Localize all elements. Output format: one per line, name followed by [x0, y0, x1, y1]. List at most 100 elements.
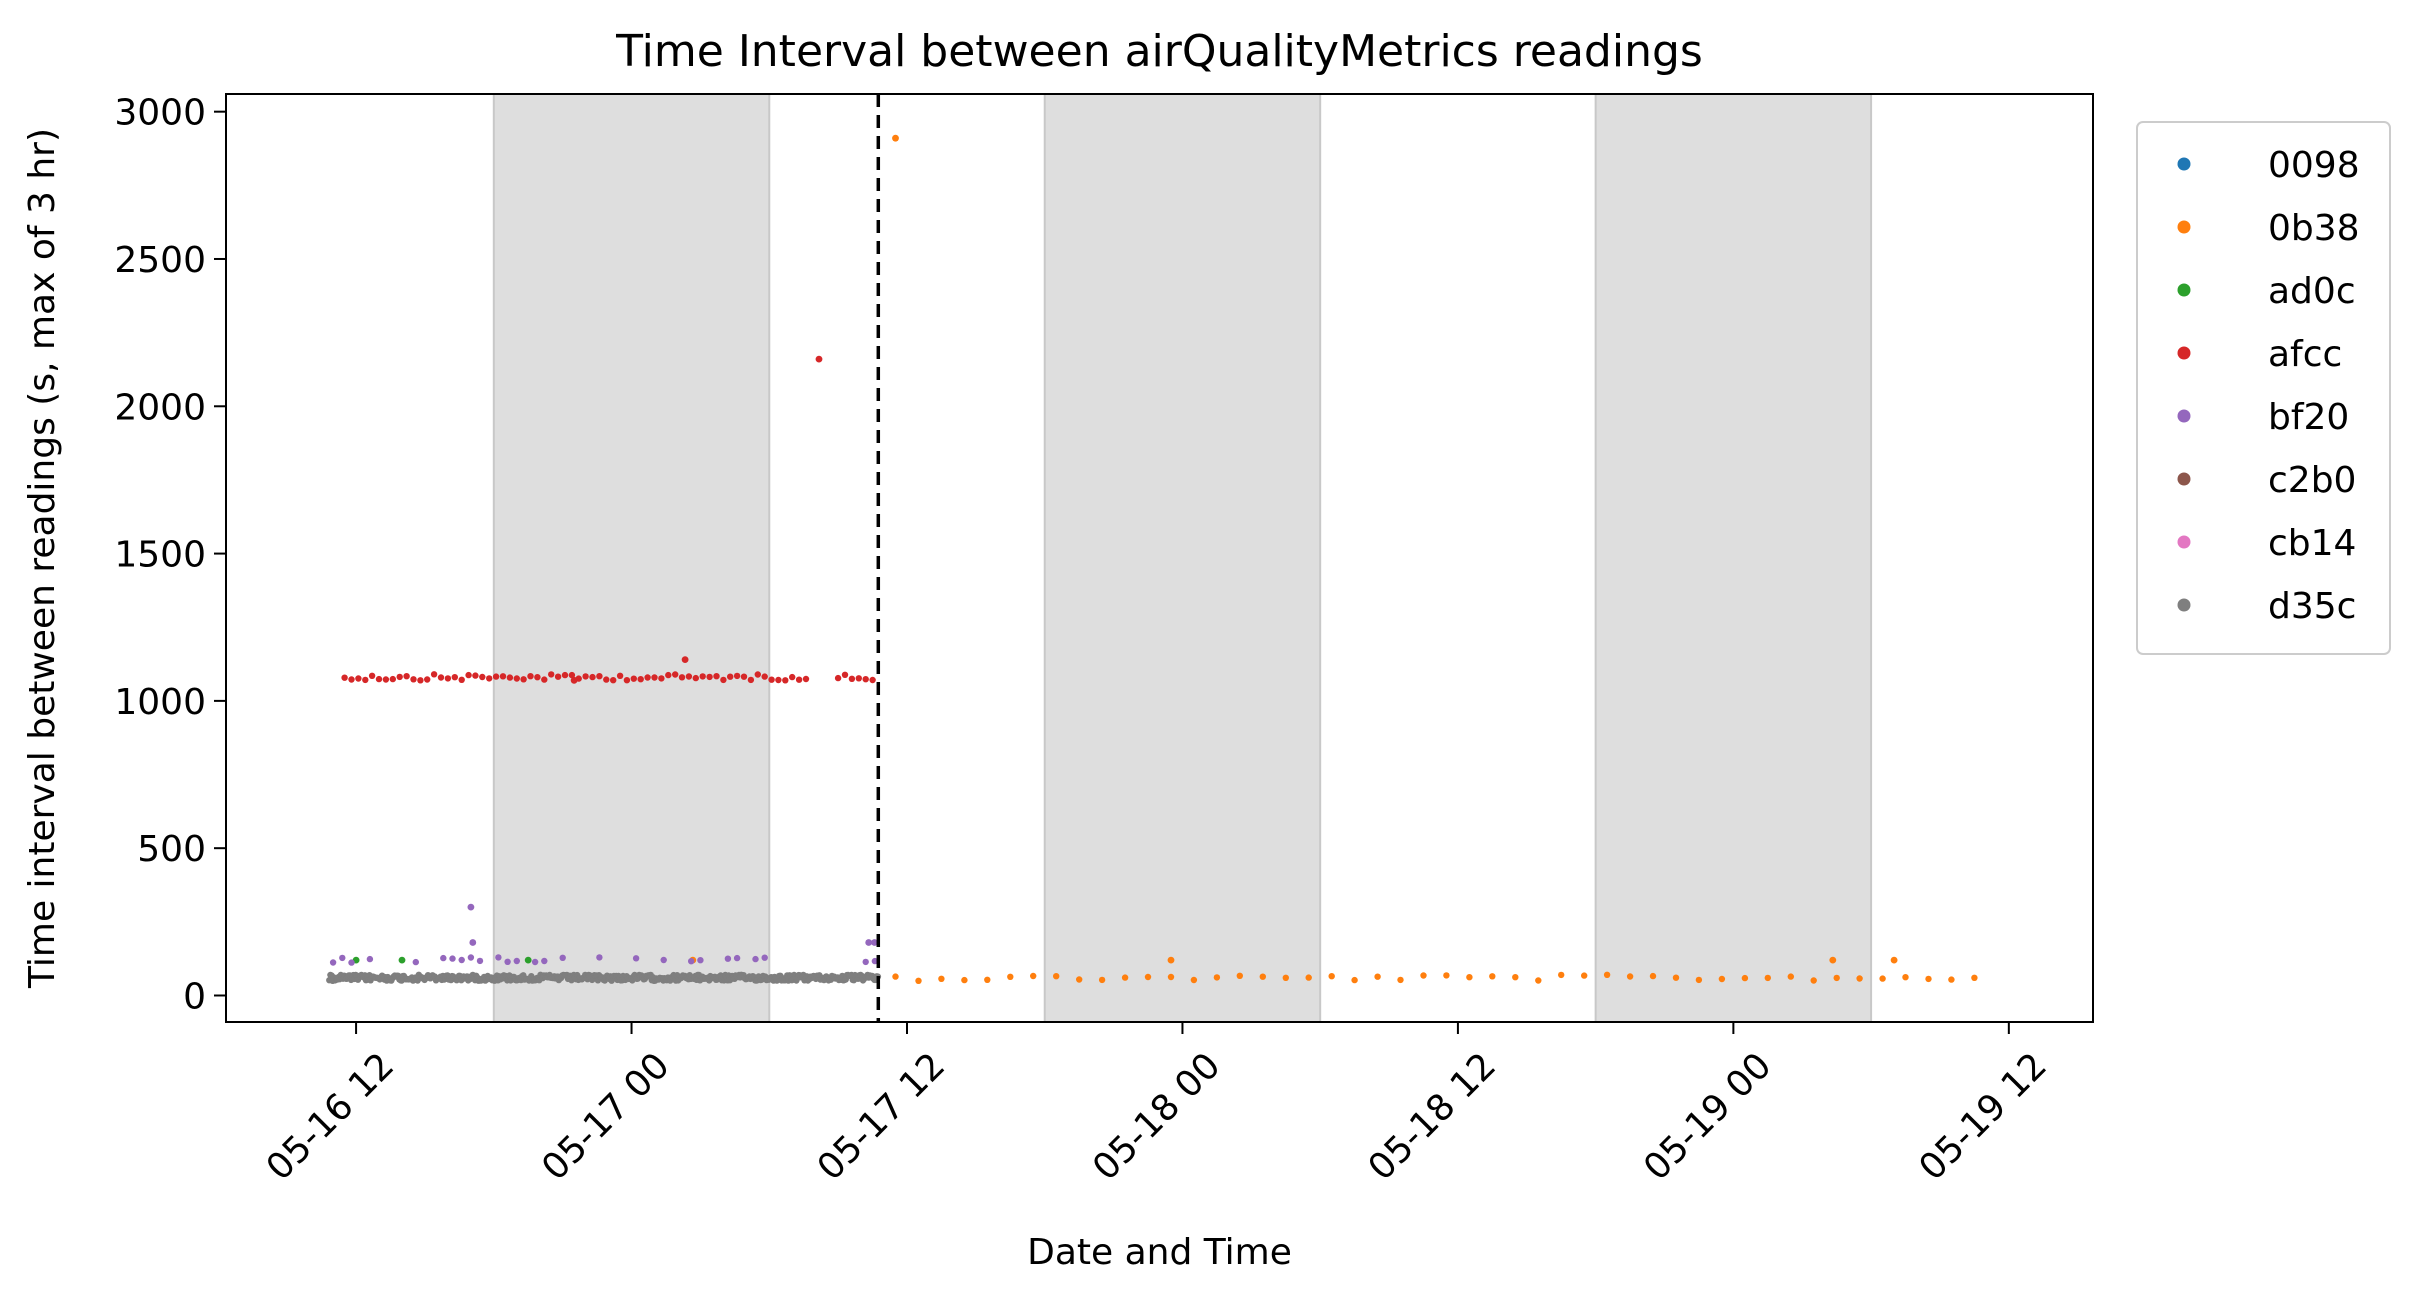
series-afcc [341, 355, 876, 684]
point [665, 671, 672, 679]
point [596, 954, 603, 961]
point [1512, 974, 1519, 981]
point [520, 676, 527, 683]
point [467, 954, 475, 961]
point [1167, 973, 1175, 981]
point [554, 673, 562, 680]
point [699, 673, 706, 680]
point [892, 134, 899, 142]
point [541, 676, 548, 683]
point [492, 673, 500, 680]
point [706, 673, 713, 681]
point [1833, 974, 1840, 982]
point [561, 671, 569, 679]
point [568, 671, 576, 679]
point [692, 674, 699, 682]
point [531, 958, 539, 966]
x-axis-label: Date and Time [1027, 1232, 1292, 1273]
point [1603, 971, 1611, 978]
legend-marker-cb14 [2177, 535, 2191, 549]
point [678, 674, 686, 681]
point [1810, 977, 1817, 984]
point [1466, 974, 1473, 981]
point [1649, 972, 1657, 980]
point [1741, 974, 1749, 982]
point [720, 676, 727, 684]
point [644, 674, 651, 681]
point [747, 676, 755, 684]
y-tick-label: 2500 [114, 240, 206, 281]
point [752, 955, 759, 963]
point [396, 673, 403, 681]
point [382, 676, 390, 683]
y-axis-ticks: 0 500 1000 1500 2000 2500 3000 [114, 93, 226, 1017]
point [637, 676, 644, 683]
point [961, 976, 968, 984]
legend-label-c2b0: c2b0 [2268, 460, 2356, 501]
point [410, 676, 417, 683]
point [398, 956, 406, 964]
y-tick-label: 2000 [114, 387, 206, 428]
legend-label-0b38: 0b38 [2268, 208, 2360, 249]
point [761, 673, 768, 680]
point [869, 676, 876, 684]
point [1443, 972, 1450, 979]
legend-label-0098: 0098 [2268, 145, 2360, 186]
chart-title: Time Interval between airQualityMetrics … [615, 26, 1703, 77]
legend-marker-afcc [2177, 346, 2191, 360]
point [1397, 976, 1404, 984]
y-tick-label: 0 [183, 976, 206, 1017]
point [1144, 973, 1152, 981]
legend-marker-0098 [2177, 157, 2191, 171]
point [841, 671, 849, 678]
point [651, 674, 658, 681]
point [486, 675, 493, 682]
point [527, 673, 534, 680]
series-d35c [326, 971, 882, 984]
point [472, 672, 479, 679]
point [596, 673, 603, 680]
point [341, 674, 348, 681]
point [915, 977, 922, 984]
point [430, 671, 438, 678]
point [1718, 975, 1726, 983]
y-tick-label: 1500 [114, 535, 206, 576]
point [589, 673, 596, 681]
point [1879, 975, 1886, 982]
point [795, 676, 803, 683]
point [440, 954, 447, 962]
point [499, 673, 507, 680]
point [782, 677, 789, 684]
point [1098, 976, 1106, 984]
point [1971, 974, 1978, 981]
point [355, 675, 362, 682]
point [672, 671, 679, 678]
point [339, 954, 346, 962]
point [1489, 973, 1496, 980]
y-tick-label: 3000 [114, 93, 206, 134]
point [469, 939, 477, 946]
point [1167, 956, 1175, 964]
point [1695, 976, 1703, 984]
point [1581, 972, 1588, 979]
point [768, 676, 775, 683]
point [513, 957, 520, 965]
point [458, 676, 465, 683]
y-axis-label: Time interval between readings (s, max o… [22, 128, 63, 989]
legend: 0098 0b38 ad0c afcc bf20 c2b0 cb14 d35c [2136, 121, 2391, 655]
point [855, 675, 862, 682]
point [658, 675, 665, 682]
point [506, 674, 514, 681]
point [366, 955, 374, 963]
y-tick-label: 500 [137, 829, 206, 870]
point [1535, 977, 1542, 984]
point [548, 671, 555, 678]
point [1626, 973, 1634, 980]
plot-frame [225, 93, 2094, 1023]
shaded-span-0 [492, 93, 771, 1023]
point [559, 954, 566, 961]
point [865, 939, 873, 946]
point [467, 903, 475, 911]
shaded-span-2 [1594, 93, 1873, 1023]
